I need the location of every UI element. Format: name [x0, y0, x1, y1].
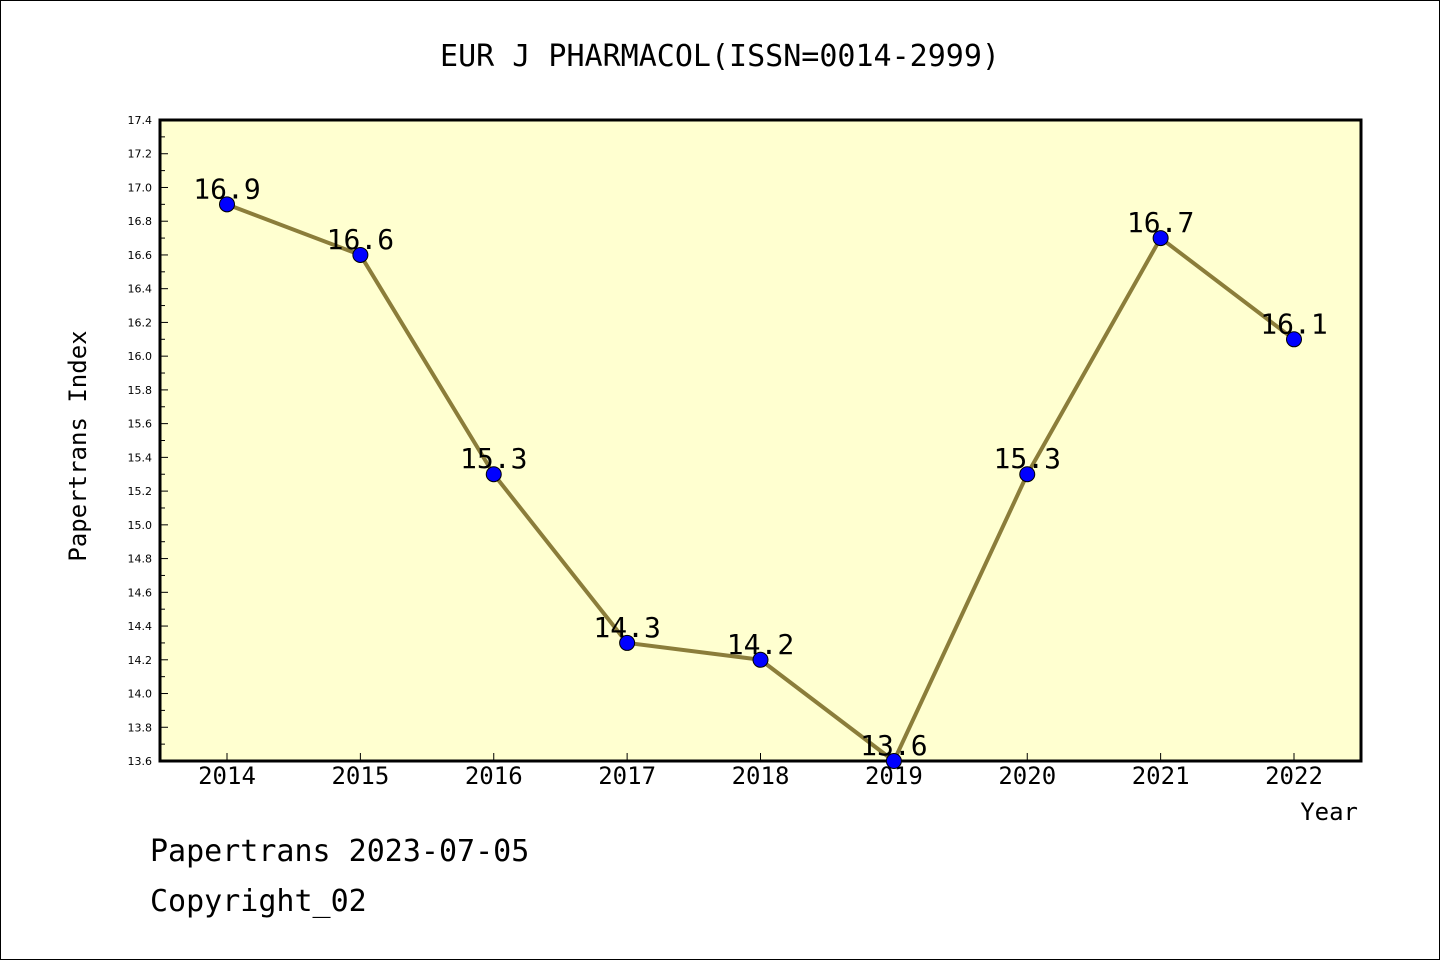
x-tick-label: 2014 [198, 762, 256, 790]
data-label: 16.7 [1127, 206, 1194, 239]
footer-copyright: Copyright_02 [150, 884, 367, 919]
y-tick-label: 16.0 [128, 350, 153, 363]
y-tick-label: 17.0 [128, 181, 153, 194]
y-axis-label: Papertrans Index [64, 330, 92, 561]
y-tick-label: 16.8 [128, 215, 153, 228]
y-tick-label: 16.4 [128, 283, 153, 296]
data-label: 14.3 [593, 611, 660, 644]
y-tick-label: 15.6 [128, 418, 153, 431]
footer-date: Papertrans 2023-07-05 [150, 834, 530, 869]
y-tick-label: 15.0 [128, 519, 153, 532]
data-label: 16.9 [193, 172, 260, 205]
chart-title: EUR J PHARMACOL(ISSN=0014-2999) [440, 39, 1000, 74]
data-point [1152, 230, 1169, 247]
y-tick-label: 14.2 [128, 654, 153, 667]
y-tick-label: 13.6 [128, 755, 153, 768]
y-tick-label: 16.2 [128, 316, 153, 329]
data-point [1019, 466, 1036, 483]
y-tick-label: 17.2 [128, 148, 153, 161]
data-label: 13.6 [860, 729, 927, 762]
y-tick-label: 14.0 [128, 688, 153, 701]
y-tick-label: 15.4 [128, 451, 153, 464]
data-label: 15.3 [460, 442, 527, 475]
series-group: 16.9 16.6 15.3 14.3 14.2 13.6 15.3 16.7 16.1 [193, 172, 1328, 769]
data-label: 15.3 [994, 442, 1061, 475]
y-tick-label: 14.8 [128, 553, 153, 566]
data-point [352, 246, 369, 263]
x-tick-label: 2020 [998, 762, 1056, 790]
data-point [885, 753, 902, 769]
data-point [485, 466, 502, 483]
x-tick-label: 2015 [331, 762, 389, 790]
x-tick-label: 2017 [598, 762, 656, 790]
data-label: 16.6 [327, 223, 394, 256]
x-tick-label: 2018 [732, 762, 790, 790]
data-point [1286, 331, 1302, 348]
x-axis-label: Year [1300, 798, 1358, 826]
y-tick-label: 16.6 [128, 249, 153, 262]
data-point [219, 196, 235, 213]
x-tick-label: 2022 [1265, 762, 1323, 790]
data-label: 16.1 [1260, 307, 1327, 340]
data-point [752, 651, 769, 668]
data-point [619, 634, 636, 651]
y-tick-label: 14.4 [128, 620, 153, 633]
x-tick-label: 2021 [1132, 762, 1190, 790]
y-axis: 13.6 13.8 14.0 14.2 14.4 14.6 14.8 15.0 15.2 15.4… [128, 114, 168, 768]
x-tick-label: 2016 [465, 762, 523, 790]
y-tick-label: 17.4 [128, 114, 153, 127]
y-tick-label: 13.8 [128, 721, 153, 734]
data-label: 14.2 [727, 628, 794, 661]
y-tick-label: 14.6 [128, 586, 153, 599]
y-tick-label: 15.2 [128, 485, 153, 498]
y-tick-label: 15.8 [128, 384, 153, 397]
